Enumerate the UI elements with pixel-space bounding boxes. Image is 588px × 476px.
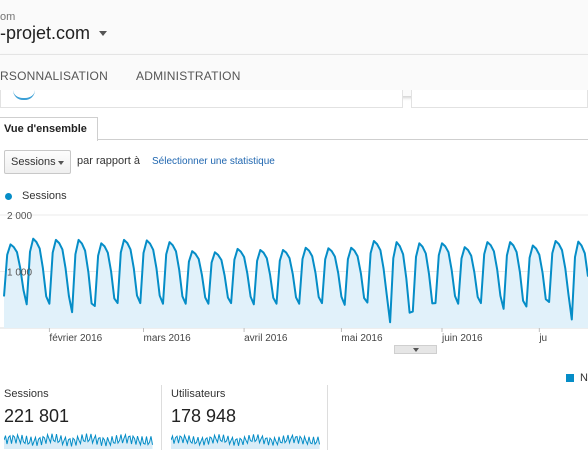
- select-metric-link[interactable]: Sélectionner une statistique: [152, 156, 275, 167]
- metric-sessions[interactable]: Sessions 221 801: [4, 385, 154, 450]
- sparkline-area: [171, 434, 320, 449]
- main-nav: RSONNALISATION ADMINISTRATION: [0, 54, 588, 96]
- chart-legend: Sessions: [5, 190, 67, 202]
- metric-label: Utilisateurs: [171, 388, 226, 400]
- x-tick-label: ju: [538, 333, 547, 344]
- x-tick-label: avril 2016: [244, 333, 288, 344]
- metric-select[interactable]: Sessions: [4, 150, 71, 174]
- expand-chart-handle[interactable]: [394, 345, 437, 354]
- metric-select-value: Sessions: [11, 156, 56, 168]
- legend-square-icon: [566, 374, 574, 382]
- sessions-chart[interactable]: 2 000 1 000 février 2016 mars 2016 avril 201…: [0, 200, 588, 348]
- bottom-legend: Ne: [566, 372, 588, 384]
- sparkline-line: [4, 432, 153, 447]
- tab-overview[interactable]: Vue d'ensemble: [0, 117, 98, 141]
- account-header: om -projet.com: [0, 0, 588, 54]
- legend-label: Sessions: [22, 190, 67, 202]
- sessions-area: [4, 238, 588, 328]
- tab-personnalisation[interactable]: RSONNALISATION: [0, 69, 108, 83]
- users-sparkline: [171, 433, 320, 449]
- metric-value: 221 801: [4, 406, 70, 426]
- property-selector[interactable]: -projet.com: [0, 23, 108, 44]
- partial-card-right: [411, 90, 588, 108]
- metric-users[interactable]: Utilisateurs 178 948: [171, 385, 321, 450]
- report-tabs: Vue d'ensemble: [0, 117, 588, 141]
- chevron-down-icon: [58, 161, 64, 165]
- sessions-sparkline: [4, 432, 153, 449]
- divider: [327, 385, 328, 450]
- legend-dot-icon: [5, 192, 12, 200]
- partial-icon: [13, 90, 35, 100]
- divider: [161, 385, 162, 450]
- compare-label: par rapport à: [77, 155, 140, 167]
- metric-value: 178 948: [171, 406, 237, 426]
- chevron-down-icon: [99, 31, 108, 36]
- metric-label: Sessions: [4, 388, 49, 400]
- y-tick-label: 2 000: [7, 211, 32, 222]
- sparkline-line: [171, 433, 320, 447]
- x-tick-label: mai 2016: [341, 333, 383, 344]
- x-tick-label: février 2016: [49, 333, 102, 344]
- x-tick-label: mars 2016: [144, 333, 192, 344]
- sessions-line: [3, 237, 588, 324]
- sparkline-area: [4, 433, 153, 449]
- x-tick-label: juin 2016: [441, 333, 483, 344]
- tab-administration[interactable]: ADMINISTRATION: [136, 69, 241, 83]
- chevron-down-icon: [413, 348, 419, 352]
- bottom-legend-label: Ne: [580, 372, 588, 384]
- y-tick-label: 1 000: [7, 268, 32, 279]
- account-name: om: [0, 11, 16, 23]
- partial-card-left: [0, 90, 403, 108]
- property-name: -projet.com: [0, 23, 91, 43]
